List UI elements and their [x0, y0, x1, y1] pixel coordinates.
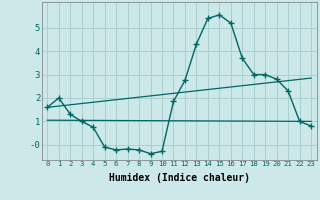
X-axis label: Humidex (Indice chaleur): Humidex (Indice chaleur): [109, 173, 250, 183]
